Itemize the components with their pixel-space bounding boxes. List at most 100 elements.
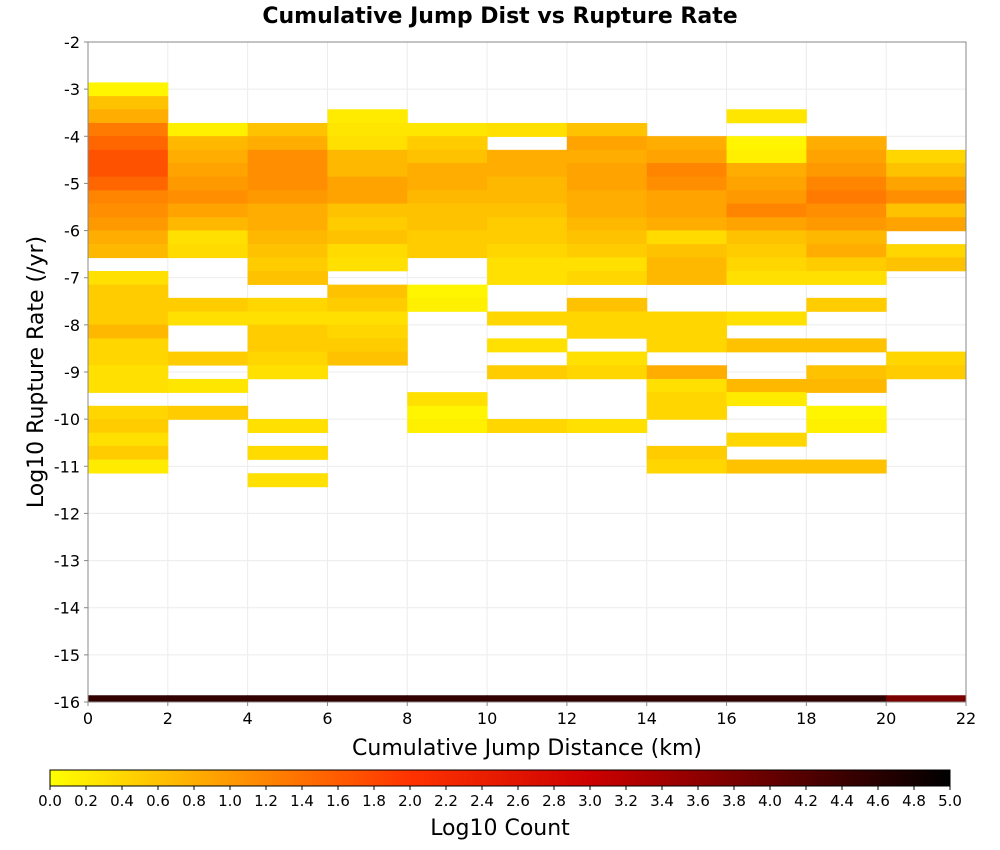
- colorbar-tick-label: 0.4: [110, 792, 134, 810]
- x-axis-ticks: 0 2 4 6 8 10 12 14 16 18 20 22: [83, 702, 976, 728]
- x-tick-label: 14: [637, 709, 657, 728]
- heatmap-cell: [88, 230, 169, 245]
- heatmap-cell: [247, 297, 328, 312]
- heatmap-cell: [566, 190, 648, 205]
- colorbar-tick-label: 1.0: [218, 792, 242, 810]
- colorbar-tick-label: 1.2: [254, 792, 278, 810]
- heatmap-cell: [327, 297, 408, 312]
- x-tick-label: 20: [876, 709, 896, 728]
- heatmap-cell: [247, 419, 328, 433]
- y-tick-label: -6: [64, 222, 80, 241]
- heatmap-cell: [88, 176, 169, 191]
- heatmap-cell: [487, 257, 568, 272]
- heatmap-cell: [327, 695, 408, 703]
- colorbar-tick-label: 2.8: [542, 792, 566, 810]
- heatmap-cell: [327, 230, 408, 245]
- heatmap-cell: [407, 297, 488, 312]
- heatmap-cell: [247, 695, 328, 703]
- heatmap-cell: [566, 324, 648, 339]
- heatmap-cell: [88, 459, 169, 474]
- x-tick-label: 12: [557, 709, 577, 728]
- heatmap-cell: [646, 149, 728, 164]
- colorbar-tick-label: 4.8: [902, 792, 926, 810]
- heatmap-cell: [566, 176, 648, 191]
- heatmap-cell: [487, 419, 568, 433]
- heatmap-cell: [327, 136, 408, 151]
- heatmap-cell: [566, 149, 648, 164]
- x-tick-label: 18: [796, 709, 816, 728]
- colorbar-tick-label: 2.0: [398, 792, 422, 810]
- heatmap-cell: [247, 230, 328, 245]
- heatmap-cell: [726, 244, 807, 259]
- heatmap-cell: [886, 244, 967, 259]
- heatmap-cell: [487, 230, 568, 245]
- heatmap-cell: [487, 122, 568, 137]
- heatmap-cell: [247, 217, 328, 232]
- heatmap-cell: [167, 176, 249, 191]
- x-tick-label: 8: [402, 709, 412, 728]
- colorbar-tick-label: 3.4: [650, 792, 674, 810]
- heatmap-cell: [566, 297, 648, 312]
- colorbar-tick-label: 3.0: [578, 792, 602, 810]
- heatmap-cell: [806, 176, 887, 191]
- heatmap-cell: [167, 203, 249, 218]
- heatmap-cell: [806, 163, 887, 177]
- x-tick-label: 0: [83, 709, 93, 728]
- heatmap-cell: [247, 257, 328, 272]
- x-tick-label: 6: [322, 709, 332, 728]
- y-tick-label: -14: [54, 599, 80, 618]
- heatmap-cell: [88, 270, 169, 285]
- heatmap-cell: [806, 695, 887, 703]
- colorbar-tick-label: 3.6: [686, 792, 710, 810]
- y-tick-label: -8: [64, 316, 80, 335]
- heatmap-cell: [646, 270, 728, 285]
- y-tick-label: -16: [54, 693, 80, 712]
- heatmap-cell: [806, 270, 887, 285]
- heatmap-cell: [88, 338, 169, 353]
- colorbar-tick-label: 2.2: [434, 792, 458, 810]
- heatmap-cell: [327, 149, 408, 164]
- heatmap-cell: [167, 230, 249, 245]
- heatmap-cell: [726, 459, 807, 474]
- heatmap-cell: [646, 176, 728, 191]
- heatmap-cell: [407, 176, 488, 191]
- heatmap-cell: [487, 190, 568, 205]
- heatmap-cell: [407, 405, 488, 420]
- heatmap-cell: [407, 230, 488, 245]
- colorbar-tick-label: 1.8: [362, 792, 386, 810]
- colorbar-tick-label: 5.0: [938, 792, 962, 810]
- heatmap-cell: [88, 378, 169, 393]
- heatmap-cell: [88, 351, 169, 366]
- heatmap-cell: [167, 136, 249, 151]
- heatmap-cell: [806, 244, 887, 259]
- heatmap-cell: [886, 351, 967, 366]
- heatmap-cell: [88, 419, 169, 433]
- heatmap-cell: [566, 217, 648, 232]
- heatmap-cell: [167, 217, 249, 232]
- x-tick-label: 16: [716, 709, 736, 728]
- heatmap-cell: [407, 419, 488, 433]
- heatmap-cell: [247, 365, 328, 380]
- heatmap-cell: [247, 311, 328, 326]
- heatmap-cell: [646, 338, 728, 353]
- heatmap-cell: [806, 459, 887, 474]
- heatmap-cell: [646, 365, 728, 380]
- heatmap-cell: [327, 311, 408, 326]
- heatmap-cell: [646, 257, 728, 272]
- heatmap-cell: [327, 284, 408, 299]
- colorbar-tick-label: 1.4: [290, 792, 314, 810]
- heatmap-cell: [646, 378, 728, 393]
- heatmap-cell: [88, 190, 169, 205]
- heatmap-cell: [88, 109, 169, 124]
- heatmap-cell: [806, 136, 887, 151]
- y-axis-ticks: -2 -3 -4 -5 -6 -7 -8 -9 -10 -11 -12 -13 -14 -15 -16: [54, 33, 88, 712]
- heatmap-cell: [566, 311, 648, 326]
- heatmap-cell: [327, 163, 408, 177]
- heatmap-cell: [886, 190, 967, 205]
- heatmap-cell: [407, 136, 488, 151]
- heatmap-cell: [88, 217, 169, 232]
- heatmap-cell: [726, 109, 807, 124]
- y-tick-label: -15: [54, 646, 80, 665]
- heatmap-cell: [566, 244, 648, 259]
- heatmap-cell: [487, 311, 568, 326]
